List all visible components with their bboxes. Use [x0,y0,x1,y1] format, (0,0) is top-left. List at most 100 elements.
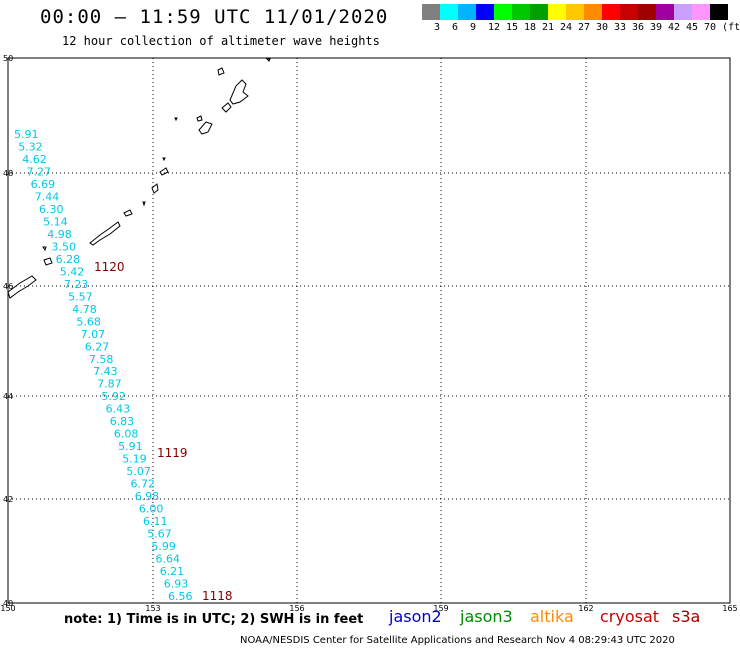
color-scale-label: 70 (ft) [704,22,740,33]
swh-value: 5.67 [147,528,172,541]
swh-value: 7.58 [89,353,114,366]
swh-value: 5.68 [76,315,101,328]
color-scale-label: 3 [434,22,441,33]
color-swatch [566,4,584,20]
color-swatch [692,4,710,20]
swh-value: 6.64 [156,553,181,566]
latitude-label: 50 [3,54,13,63]
longitude-label: 153 [145,604,160,613]
swh-value: 4.62 [22,153,47,166]
color-swatch [674,4,692,20]
color-scale-label: 33 [614,22,627,33]
color-swatch [512,4,530,20]
color-scale-label: 24 [560,22,573,33]
swh-value: 5.92 [101,390,126,403]
color-scale-label: 45 [686,22,699,33]
track-time-label: 1119 [157,446,188,460]
swh-value: 5.57 [68,290,93,303]
swh-value: 6.08 [114,428,138,441]
swh-value: 5.42 [60,265,85,278]
color-scale-label: 42 [668,22,681,33]
swh-value: 6.98 [135,490,160,503]
longitude-label: 150 [0,604,15,613]
color-swatch [476,4,494,20]
swh-value: 3.50 [52,240,77,253]
swh-value: 5.14 [43,215,68,228]
color-scale-label: 21 [542,22,555,33]
latitude-label: 46 [3,282,13,291]
swh-value: 5.99 [151,540,176,553]
swh-value: 5.91 [14,128,39,141]
swh-value: 5.32 [18,141,43,154]
swh-value: 6.72 [131,478,156,491]
color-scale-label: 12 [488,22,501,33]
swh-value: 6.30 [39,203,64,216]
swh-value: 7.23 [64,278,89,291]
swh-value: 6.27 [85,340,110,353]
swh-value: 7.07 [81,328,106,341]
color-swatch [440,4,458,20]
credit-line: NOAA/NESDIS Center for Satellite Applica… [240,635,675,646]
satellite-track-swh: 5.915.324.627.276.697.446.305.144.983.50… [14,128,193,603]
swh-value: 5.91 [118,440,143,453]
map-frame [7,57,731,604]
satellite-legend-item: jason2 [389,607,442,626]
latitude-label: 48 [3,169,13,178]
satellite-legend-item: altika [530,607,574,626]
page-subtitle: 12 hour collection of altimeter wave hei… [62,34,380,48]
color-swatch [656,4,674,20]
latitude-label: 42 [3,495,13,504]
longitude-label: 156 [289,604,304,613]
color-swatch [548,4,566,20]
color-swatch [620,4,638,20]
color-scale-label: 30 [596,22,609,33]
satellite-legend-item: cryosat [600,607,660,626]
satellite-legend-item: s3a [672,607,701,626]
color-scale-label: 18 [524,22,537,33]
swh-value: 6.56 [168,590,193,603]
swh-value: 6.00 [139,503,164,516]
latitude-labels: 50 48 46 44 42 40 [3,54,13,608]
graticule [8,58,730,603]
swh-value: 7.43 [93,365,118,378]
longitude-label: 162 [578,604,593,613]
latitude-label: 44 [3,392,13,401]
color-swatch [710,4,728,20]
track-time-label: 1118 [202,589,233,603]
color-swatch [584,4,602,20]
swh-value: 6.83 [110,415,135,428]
swh-value: 7.44 [35,190,60,203]
color-swatch [638,4,656,20]
swh-value: 7.27 [27,166,52,179]
longitude-labels: 150 153 156 159 162 165 [0,604,737,613]
color-swatch [458,4,476,20]
color-swatch [602,4,620,20]
color-swatch [530,4,548,20]
track-time-labels: 1120 1119 1118 [94,260,233,603]
swh-value: 6.28 [56,253,81,266]
swh-value: 4.98 [47,228,72,241]
longitude-label: 159 [433,604,448,613]
swh-value: 5.19 [122,453,147,466]
page-title: 00:00 — 11:59 UTC 11/01/2020 [40,6,389,28]
swh-value: 4.78 [72,303,97,316]
longitude-label: 165 [722,604,737,613]
swh-value: 6.43 [106,403,131,416]
swh-value: 6.93 [164,578,189,591]
swh-value: 6.11 [143,515,168,528]
color-scale-label: 9 [470,22,477,33]
color-scale-label: 27 [578,22,591,33]
track-time-label: 1120 [94,260,125,274]
satellite-legend-item: jason3 [460,607,513,626]
color-scale-label: 15 [506,22,519,33]
swh-value: 7.87 [97,378,122,391]
color-swatch [494,4,512,20]
swh-value: 6.69 [31,178,55,191]
coastline-kuril-islands [7,58,271,299]
color-scale-label: 6 [452,22,459,33]
color-swatch [422,4,440,20]
color-scale-label: 39 [650,22,663,33]
swh-value: 5.07 [126,465,150,478]
footer-note: note: 1) Time is in UTC; 2) SWH is in fe… [64,612,364,627]
